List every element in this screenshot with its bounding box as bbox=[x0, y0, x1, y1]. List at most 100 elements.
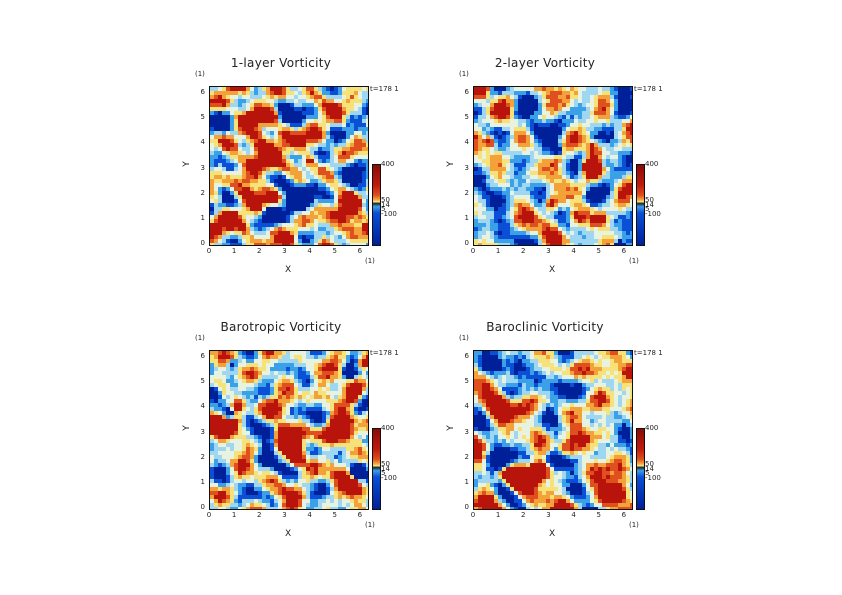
heatmap-cell bbox=[210, 351, 214, 355]
heatmap-cell bbox=[262, 379, 266, 383]
heatmap-cell bbox=[218, 139, 222, 143]
heatmap-cell bbox=[314, 167, 318, 171]
heatmap-cell bbox=[350, 243, 354, 245]
heatmap-cell bbox=[302, 439, 306, 443]
heatmap-cell bbox=[354, 207, 358, 211]
heatmap-cell bbox=[322, 467, 326, 471]
heatmap-cell bbox=[486, 195, 490, 199]
heatmap-cell bbox=[326, 183, 330, 187]
heatmap-cell bbox=[498, 195, 502, 199]
heatmap-cell bbox=[322, 431, 326, 435]
heatmap-cell bbox=[362, 459, 366, 463]
y-unit-label: (1) bbox=[459, 70, 469, 78]
heatmap-cell bbox=[254, 139, 258, 143]
heatmap-cell bbox=[266, 191, 270, 195]
heatmap-cell bbox=[254, 235, 258, 239]
heatmap-cell bbox=[210, 207, 214, 211]
heatmap-cell bbox=[590, 111, 594, 115]
heatmap-cell bbox=[302, 159, 306, 163]
heatmap-cell bbox=[246, 147, 250, 151]
heatmap-cell bbox=[290, 179, 294, 183]
heatmap-cell bbox=[486, 159, 490, 163]
heatmap-cell bbox=[622, 355, 626, 359]
heatmap-cell bbox=[218, 143, 222, 147]
heatmap-cell bbox=[242, 479, 246, 483]
heatmap-cell bbox=[290, 187, 294, 191]
heatmap-cell bbox=[534, 163, 538, 167]
heatmap-cell bbox=[274, 483, 278, 487]
heatmap-cell bbox=[354, 87, 358, 91]
heatmap-cell bbox=[298, 491, 302, 495]
heatmap-cell bbox=[570, 203, 574, 207]
heatmap-cell bbox=[338, 231, 342, 235]
heatmap-cell bbox=[306, 155, 310, 159]
heatmap-cell bbox=[606, 207, 610, 211]
heatmap-cell bbox=[610, 163, 614, 167]
heatmap-cell bbox=[586, 139, 590, 143]
heatmap-cell bbox=[526, 95, 530, 99]
heatmap-cell bbox=[242, 507, 246, 509]
heatmap-cell bbox=[258, 143, 262, 147]
heatmap-cell bbox=[230, 243, 234, 245]
heatmap-cell bbox=[278, 95, 282, 99]
heatmap-cell bbox=[230, 131, 234, 135]
heatmap-cell bbox=[238, 487, 242, 491]
heatmap-cell bbox=[230, 407, 234, 411]
heatmap-cell bbox=[362, 479, 366, 483]
heatmap-cell bbox=[622, 163, 626, 167]
heatmap-cell bbox=[494, 243, 498, 245]
heatmap-cell bbox=[522, 167, 526, 171]
heatmap-cell bbox=[238, 423, 242, 427]
heatmap-cell bbox=[238, 195, 242, 199]
heatmap-cell bbox=[522, 195, 526, 199]
heatmap-cell bbox=[270, 111, 274, 115]
heatmap-cell bbox=[578, 231, 582, 235]
heatmap-cell bbox=[602, 239, 606, 243]
heatmap-cell bbox=[250, 91, 254, 95]
heatmap-cell bbox=[486, 115, 490, 119]
heatmap-cell bbox=[602, 159, 606, 163]
heatmap-cell bbox=[334, 87, 338, 91]
heatmap-cell bbox=[282, 115, 286, 119]
heatmap-cell bbox=[274, 183, 278, 187]
heatmap-cell bbox=[606, 167, 610, 171]
heatmap-cell bbox=[210, 427, 214, 431]
heatmap-cell bbox=[362, 119, 366, 123]
heatmap-cell bbox=[598, 243, 602, 245]
heatmap-cell bbox=[338, 167, 342, 171]
heatmap-cell bbox=[218, 163, 222, 167]
heatmap-cell bbox=[310, 443, 314, 447]
heatmap-cell bbox=[594, 131, 598, 135]
heatmap-cell bbox=[538, 195, 542, 199]
heatmap-cell bbox=[606, 103, 610, 107]
heatmap-cell bbox=[362, 431, 366, 435]
heatmap-cell bbox=[286, 163, 290, 167]
heatmap-cell bbox=[226, 463, 230, 467]
vorticity-heatmap bbox=[210, 351, 368, 509]
heatmap-cell bbox=[226, 227, 230, 231]
heatmap-cell bbox=[338, 171, 342, 175]
heatmap-cell bbox=[598, 103, 602, 107]
heatmap-cell bbox=[582, 175, 586, 179]
heatmap-cell bbox=[602, 155, 606, 159]
heatmap-cell bbox=[486, 87, 490, 91]
heatmap-cell bbox=[334, 423, 338, 427]
heatmap-cell bbox=[246, 95, 250, 99]
heatmap-cell bbox=[210, 231, 214, 235]
heatmap-cell bbox=[498, 179, 502, 183]
heatmap-cell bbox=[498, 239, 502, 243]
heatmap-cell bbox=[238, 419, 242, 423]
heatmap-cell bbox=[314, 107, 318, 111]
heatmap-cell bbox=[246, 219, 250, 223]
heatmap-cell bbox=[606, 175, 610, 179]
heatmap-cell bbox=[518, 87, 522, 91]
heatmap-cell bbox=[214, 115, 218, 119]
heatmap-cell bbox=[366, 187, 368, 191]
heatmap-cell bbox=[546, 227, 550, 231]
heatmap-cell bbox=[330, 491, 334, 495]
heatmap-cell bbox=[498, 203, 502, 207]
heatmap-cell bbox=[366, 359, 368, 363]
heatmap-cell bbox=[546, 123, 550, 127]
heatmap-cell bbox=[366, 463, 368, 467]
heatmap-cell bbox=[246, 407, 250, 411]
